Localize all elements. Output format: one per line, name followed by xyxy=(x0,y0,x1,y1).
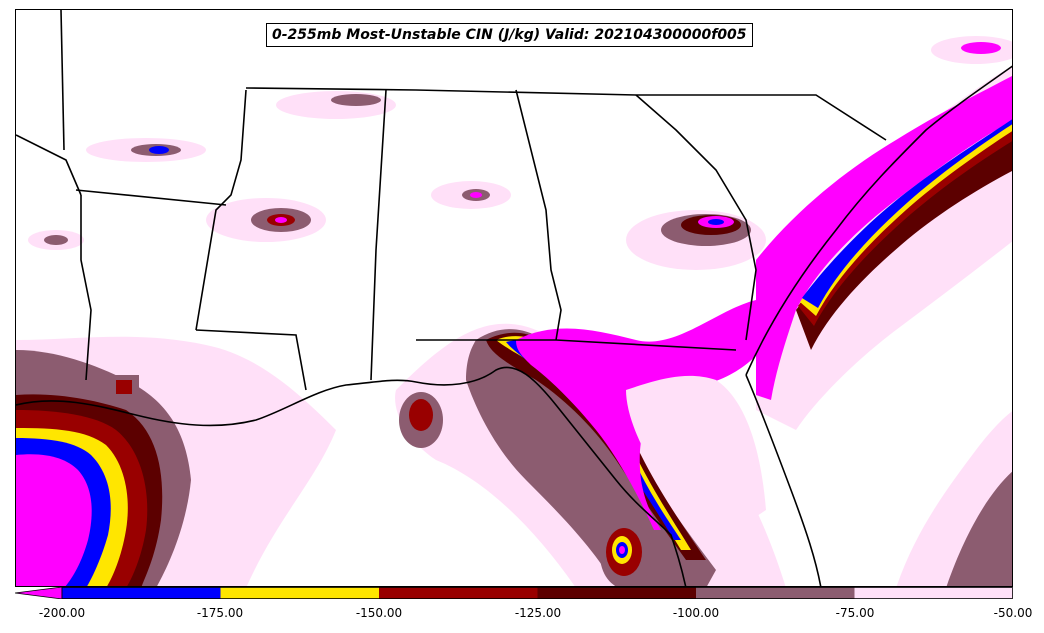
map-title: 0-255mb Most-Unstable CIN (J/kg) Valid: … xyxy=(266,23,753,47)
florida-cin-band xyxy=(395,300,786,586)
border-al-ga xyxy=(515,89,562,341)
colorbar-tick-label-3: -125.00 xyxy=(514,606,562,620)
scattered-inland-patches xyxy=(28,36,1012,270)
colorbar-tick-label-4: -100.00 xyxy=(672,606,720,620)
border-texas-north xyxy=(60,10,65,151)
colorbar-tick-label-1: -175.00 xyxy=(196,606,244,620)
panhandle-offshore-red xyxy=(409,399,433,431)
border-north-line xyxy=(75,87,637,206)
darkred-atlantic xyxy=(796,131,1012,350)
magenta-fill-west xyxy=(16,454,92,586)
patch-mississippi-4 xyxy=(275,217,287,223)
atlantic-cin-band xyxy=(756,66,1012,586)
colorbar-bin-3 xyxy=(537,587,696,599)
patch-missouri-1 xyxy=(276,91,396,119)
colorbar-bin-0 xyxy=(62,587,221,599)
colorbar-bin-4 xyxy=(696,587,855,599)
florida-east-coast xyxy=(745,374,822,586)
colorbar-bin-1 xyxy=(220,587,379,599)
border-la-west xyxy=(80,195,92,381)
red-blob-texas xyxy=(116,380,132,394)
coastline xyxy=(16,366,687,586)
blue-band-east-gulf xyxy=(506,340,681,540)
border-ga-sc xyxy=(635,94,757,341)
western-gulf-cin-region xyxy=(16,336,336,586)
colorbar-tick-label-0: -200.00 xyxy=(38,606,86,620)
border-la-south xyxy=(195,329,307,391)
lightpink-southeast-offshore xyxy=(896,411,1012,586)
border-nc-sc xyxy=(636,94,887,141)
border-ms-al xyxy=(370,89,387,381)
border-ga-fl xyxy=(416,339,737,351)
colorbar xyxy=(15,587,1013,599)
colorbar-outline xyxy=(61,587,1013,599)
lightpink-florida-peninsula xyxy=(626,375,766,530)
colorbar-tick-label-2: -150.00 xyxy=(355,606,403,620)
patch-alabama-3 xyxy=(470,192,482,198)
patch-carolina-2 xyxy=(961,42,1001,54)
darkred-band-east-gulf xyxy=(486,332,706,560)
colorbar-bin-2 xyxy=(379,587,538,599)
patch-missouri-2 xyxy=(331,94,381,106)
atlantic-coastline xyxy=(745,65,1012,376)
colorbar-bin-5 xyxy=(854,587,1013,599)
patch-louisiana-2 xyxy=(44,235,68,245)
blue-atlantic xyxy=(802,119,1012,308)
boundaries xyxy=(16,10,1012,586)
cin-contour-map xyxy=(16,10,1012,586)
patch-arkansas-3 xyxy=(149,146,169,154)
patch-georgia-5 xyxy=(708,219,724,225)
colorbar-tick-label-5: -75.00 xyxy=(835,606,875,620)
map-panel: 0-255mb Most-Unstable CIN (J/kg) Valid: … xyxy=(15,9,1013,587)
tampa-offshore-magenta xyxy=(619,546,625,554)
colorbar-tick-label-6: -50.00 xyxy=(993,606,1033,620)
colorbar-under-triangle xyxy=(15,587,63,599)
border-tn-ms xyxy=(16,134,82,196)
border-la-ms xyxy=(195,89,247,331)
magenta-atlantic xyxy=(756,76,1012,400)
